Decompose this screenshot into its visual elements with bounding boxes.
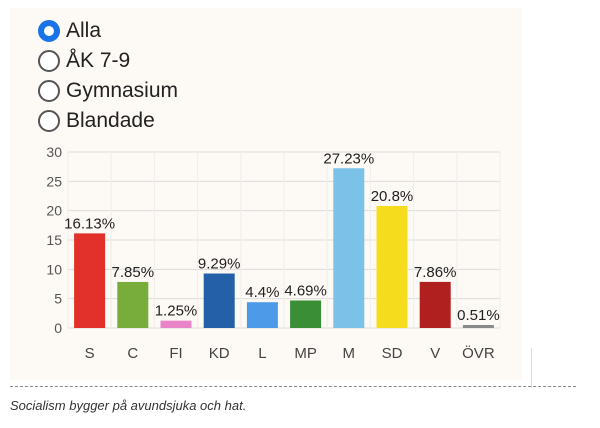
x-tick-label: SD [382,345,403,362]
data-label: 16.13% [64,215,115,232]
radio-selected-icon[interactable] [38,20,60,42]
filter-option-ak79[interactable]: ÅK 7-9 [38,46,178,76]
data-label: 4.4% [245,284,279,301]
y-tick-label: 25 [46,173,62,189]
panel-edge [531,348,532,388]
data-label: 9.29% [198,255,241,272]
school-filter: Alla ÅK 7-9 Gymnasium Blandade [38,16,178,136]
filter-option-alla[interactable]: Alla [38,16,178,46]
bar [74,233,106,328]
filter-option-label: ÅK 7-9 [66,49,131,72]
y-tick-label: 5 [54,291,62,307]
filter-option-label: Alla [66,19,102,42]
filter-option-blandade[interactable]: Blandade [38,106,178,136]
y-tick-label: 10 [46,261,62,277]
x-tick-label: L [258,345,266,362]
x-tick-label: KD [209,345,230,362]
x-tick-label: S [85,345,95,362]
data-label: 20.8% [371,188,414,205]
y-tick-label: 0 [54,320,62,336]
x-tick-label: FI [169,345,182,362]
y-tick-label: 15 [46,232,62,248]
filter-option-gymnasium[interactable]: Gymnasium [38,76,178,106]
radio-icon[interactable] [38,80,60,102]
bar [376,205,408,328]
data-label: 7.86% [414,264,457,281]
bar [160,320,192,328]
data-label: 0.51% [457,307,500,324]
radio-icon[interactable] [38,50,60,72]
bar [117,281,149,328]
bar [203,273,235,328]
y-tick-label: 20 [46,203,62,219]
bar [290,300,322,328]
caption-divider [10,386,576,387]
radio-icon[interactable] [38,110,60,132]
x-tick-label: V [430,345,440,362]
x-tick-label: ÖVR [462,344,495,362]
bar [246,302,278,328]
bar [333,168,365,328]
data-label: 4.69% [284,282,327,299]
x-tick-label: MP [294,345,317,362]
filter-option-label: Blandade [66,109,155,132]
image-caption: Socialism bygger på avundsjuka och hat. [10,398,247,413]
party-bar-chart: 0 5 10 15 20 25 30 16.13% S 7.85% C 1.25% FI 9.29% KD 4… [46,144,501,362]
x-tick-label: M [343,345,356,362]
y-tick-label: 30 [46,144,62,160]
bar [419,281,451,328]
x-tick-label: C [127,345,138,362]
data-label: 7.85% [112,264,155,281]
data-label: 1.25% [155,303,198,320]
data-label: 27.23% [323,150,374,167]
filter-option-label: Gymnasium [66,79,179,102]
bar [462,325,494,328]
